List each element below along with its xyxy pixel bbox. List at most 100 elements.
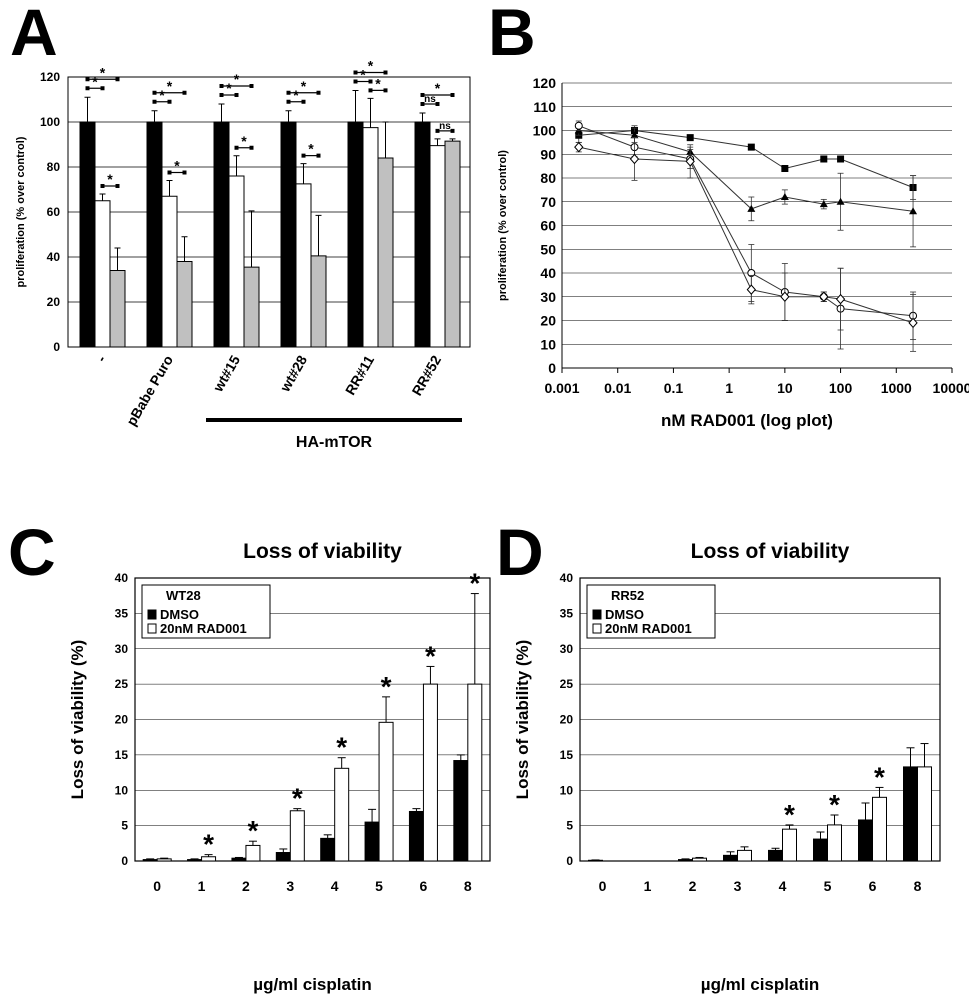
bar-series-1	[280, 121, 297, 348]
bar-series-2	[362, 127, 379, 348]
significance-label: *	[375, 75, 381, 91]
significance-star: *	[247, 815, 258, 846]
bracket-end	[301, 153, 306, 158]
y-tick-label: 70	[540, 194, 556, 210]
y-tick-label: 0	[121, 854, 128, 868]
data-point-diamond	[780, 291, 790, 303]
x-tick-label: 0	[599, 878, 607, 894]
bar-series-1	[79, 121, 96, 348]
significance-label: *	[174, 158, 180, 174]
y-tick-label: 10	[560, 783, 574, 797]
x-tick-label: 0.1	[664, 380, 684, 396]
bar-rad001	[245, 844, 261, 862]
bar-dmso	[678, 859, 693, 862]
bar-rad001	[156, 858, 172, 862]
x-tick-label: 5	[824, 878, 832, 894]
bar-dmso	[768, 849, 783, 862]
bar-dmso	[275, 852, 291, 862]
y-tick-label: 25	[115, 677, 129, 691]
y-tick-label: 100	[533, 123, 557, 139]
bracket-end	[435, 102, 440, 106]
bracket-end	[85, 86, 90, 91]
significance-label: *	[301, 78, 307, 94]
x-tick-label: 3	[734, 878, 742, 894]
significance-label: ns	[439, 121, 451, 132]
significance-star: *	[336, 732, 347, 763]
significance-star: *	[874, 761, 885, 792]
y-tick-label: 110	[533, 99, 556, 115]
data-point-triangle	[780, 193, 789, 200]
bar-dmso	[723, 854, 738, 862]
y-tick-label: 40	[560, 571, 574, 585]
bar-dmso	[320, 837, 336, 862]
bar-dmso	[142, 859, 158, 862]
y-tick-label: 120	[40, 70, 60, 84]
bracket-end	[100, 86, 105, 91]
legend-box	[586, 584, 716, 639]
bracket-end	[234, 145, 239, 150]
data-point-diamond	[908, 317, 918, 329]
bar-dmso	[364, 821, 380, 862]
data-point-triangle	[909, 207, 918, 215]
y-tick-label: 40	[115, 571, 129, 585]
bracket-end	[286, 99, 291, 104]
data-point-square	[747, 143, 755, 151]
chart-title: Loss of viability	[243, 540, 402, 563]
bar-series-2	[94, 200, 111, 348]
bracket-end	[249, 84, 254, 88]
bracket-end	[316, 153, 321, 158]
significance-star: *	[469, 568, 480, 599]
bar-rad001	[737, 849, 752, 862]
bar-series-3	[444, 140, 461, 348]
bar-dmso	[187, 859, 203, 862]
significance-label: *	[308, 141, 314, 157]
legend-label: 20nM RAD001	[605, 621, 692, 636]
y-tick-label: 50	[540, 241, 556, 257]
y-tick-label: 0	[53, 340, 60, 354]
bar-rad001	[467, 683, 483, 862]
x-tick-label: pBabe Puro	[123, 353, 176, 429]
significance-star: *	[829, 789, 840, 820]
legend-label: 20nM RAD001	[160, 621, 247, 636]
bracket-end	[450, 93, 455, 97]
bracket-end	[435, 128, 440, 133]
x-tick-label: wt#28	[276, 352, 310, 395]
significance-star: *	[203, 829, 214, 860]
bar-series-1	[213, 121, 230, 348]
y-tick-label: 100	[40, 115, 60, 129]
legend-swatch-rad001	[147, 623, 157, 634]
bar-rad001	[917, 766, 932, 862]
bar-series-3	[243, 266, 260, 348]
x-tick-label: RR#52	[408, 352, 444, 398]
bracket-end	[301, 99, 306, 104]
legend-label: DMSO	[605, 607, 644, 622]
y-tick-label: 40	[540, 265, 556, 281]
bar-dmso	[858, 819, 873, 862]
bracket-end	[353, 70, 358, 75]
bracket-end	[316, 90, 321, 95]
y-tick-label: 60	[540, 218, 556, 234]
legend-swatch-rad001	[592, 623, 602, 634]
y-axis-label: proliferation (% over control)	[497, 150, 509, 301]
data-point-square	[837, 155, 845, 163]
bar-series-3	[377, 157, 394, 348]
significance-label: *	[435, 80, 441, 96]
x-tick-label: 1	[725, 380, 733, 396]
y-tick-label: 80	[47, 160, 61, 174]
bracket-end	[115, 184, 120, 188]
bracket-end	[234, 93, 239, 97]
y-tick-label: 30	[540, 289, 556, 305]
y-axis-label: proliferation (% over control)	[15, 136, 27, 287]
x-tick-label: wt#15	[209, 352, 243, 395]
legend-title: WT28	[166, 588, 201, 603]
bracket-end	[85, 77, 90, 82]
x-tick-label: 0.001	[544, 380, 579, 396]
y-tick-label: 5	[566, 819, 573, 833]
y-tick-label: 5	[121, 819, 128, 833]
data-point-diamond	[685, 156, 695, 167]
significance-label: *	[159, 87, 165, 103]
bar-dmso	[903, 766, 918, 862]
data-point-square	[781, 165, 789, 172]
